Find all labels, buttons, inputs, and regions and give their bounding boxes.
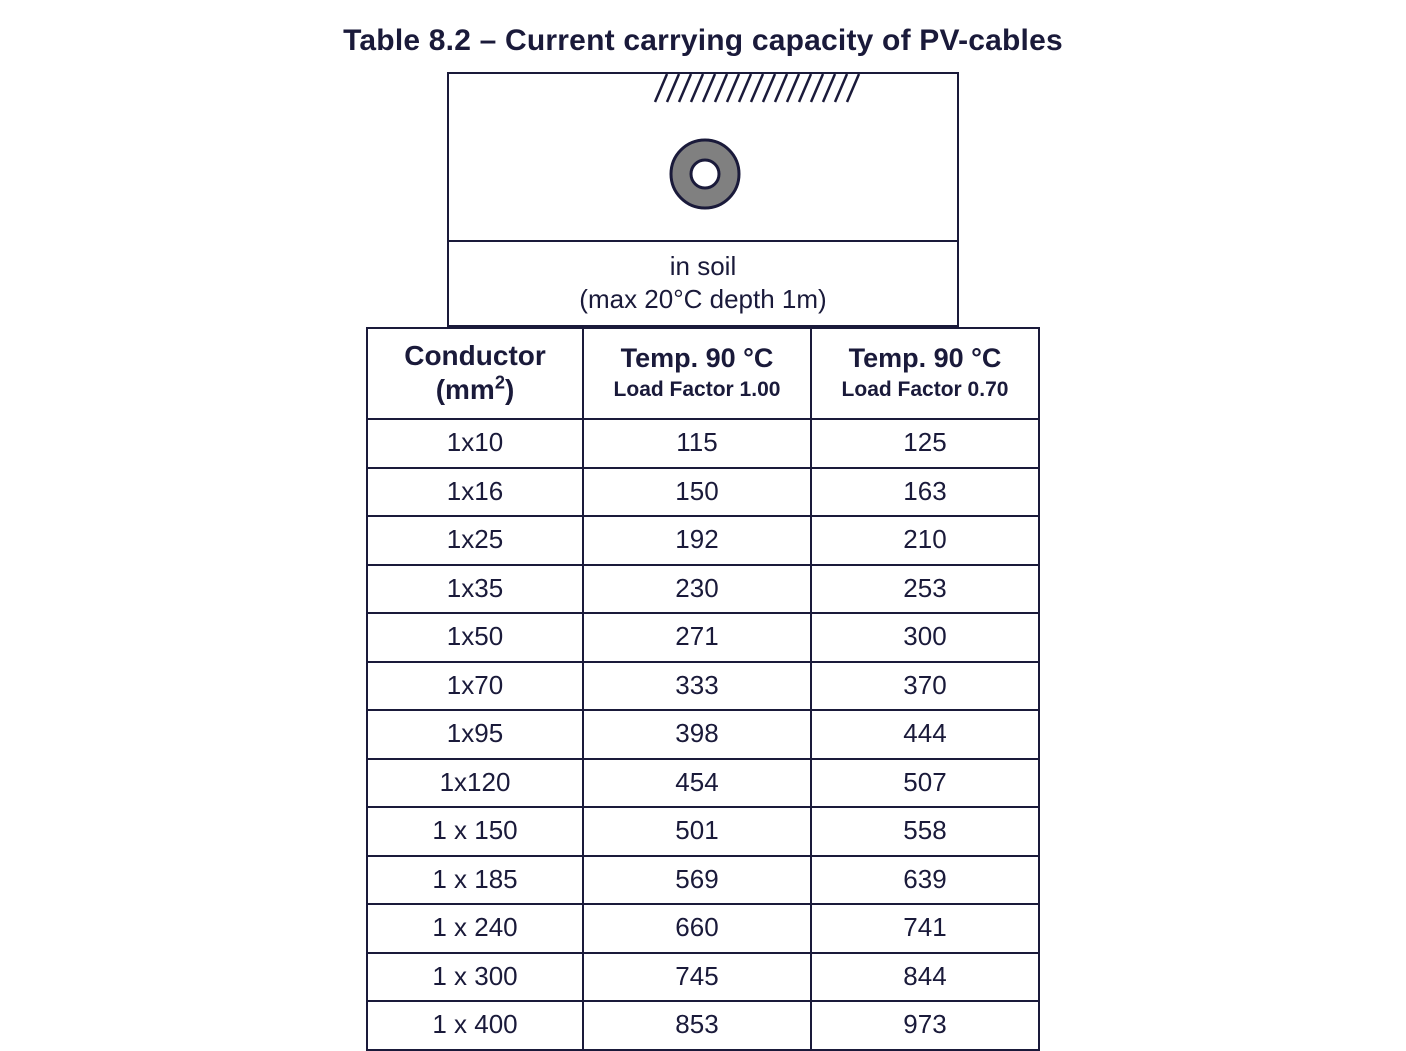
table-header-row: Conductor (mm2) Temp. 90 °C Load Factor …	[367, 328, 1039, 419]
col-header-conductor: Conductor (mm2)	[367, 328, 583, 419]
table-row: 1x95398444	[367, 710, 1039, 759]
cell-lf070: 844	[811, 953, 1039, 1002]
cell-lf100: 333	[583, 662, 811, 711]
lf100-load: Load Factor 1.00	[592, 377, 802, 403]
cell-lf100: 745	[583, 953, 811, 1002]
cell-lf100: 115	[583, 419, 811, 468]
diagram-wrap: in soil (max 20°C depth 1m)	[447, 72, 959, 327]
conductor-unit: (mm2)	[376, 373, 574, 407]
soil-caption-line2: (max 20°C depth 1m)	[579, 284, 826, 314]
cell-conductor: 1x16	[367, 468, 583, 517]
page: Table 8.2 – Current carrying capacity of…	[0, 0, 1406, 1051]
lf100-temp: Temp. 90 °C	[592, 342, 802, 374]
table-row: 1x25192210	[367, 516, 1039, 565]
cell-lf070: 507	[811, 759, 1039, 808]
cell-lf100: 271	[583, 613, 811, 662]
cell-conductor: 1x95	[367, 710, 583, 759]
table-row: 1x120454507	[367, 759, 1039, 808]
unit-suffix: )	[505, 374, 514, 405]
cell-lf070: 444	[811, 710, 1039, 759]
table-row: 1 x 150501558	[367, 807, 1039, 856]
cell-lf100: 454	[583, 759, 811, 808]
cell-lf070: 639	[811, 856, 1039, 905]
table-row: 1 x 400853973	[367, 1001, 1039, 1050]
cell-lf100: 150	[583, 468, 811, 517]
capacity-table: Conductor (mm2) Temp. 90 °C Load Factor …	[366, 327, 1040, 1051]
cable-cross-section-icon	[671, 140, 739, 208]
lf070-load: Load Factor 0.70	[820, 377, 1030, 403]
cable-diagram-svg	[449, 74, 957, 240]
cell-conductor: 1x35	[367, 565, 583, 614]
conductor-label: Conductor	[376, 339, 574, 373]
cell-conductor: 1x25	[367, 516, 583, 565]
cell-conductor: 1x70	[367, 662, 583, 711]
cell-conductor: 1 x 400	[367, 1001, 583, 1050]
table-body: 1x101151251x161501631x251922101x35230253…	[367, 419, 1039, 1050]
diagram-box	[447, 72, 959, 240]
cell-lf070: 370	[811, 662, 1039, 711]
cell-lf100: 853	[583, 1001, 811, 1050]
cell-lf070: 741	[811, 904, 1039, 953]
cell-lf100: 192	[583, 516, 811, 565]
col-header-lf070: Temp. 90 °C Load Factor 0.70	[811, 328, 1039, 419]
cell-conductor: 1 x 300	[367, 953, 583, 1002]
table-row: 1x70333370	[367, 662, 1039, 711]
cell-lf070: 210	[811, 516, 1039, 565]
table-row: 1x35230253	[367, 565, 1039, 614]
cell-lf070: 300	[811, 613, 1039, 662]
cell-conductor: 1 x 150	[367, 807, 583, 856]
cell-lf100: 398	[583, 710, 811, 759]
table-row: 1 x 185569639	[367, 856, 1039, 905]
cell-lf070: 253	[811, 565, 1039, 614]
cell-lf100: 569	[583, 856, 811, 905]
ground-hatching-icon	[655, 74, 859, 102]
cell-conductor: 1 x 240	[367, 904, 583, 953]
cell-lf100: 230	[583, 565, 811, 614]
soil-caption-line1: in soil	[670, 251, 736, 281]
cell-conductor: 1x50	[367, 613, 583, 662]
cell-lf070: 558	[811, 807, 1039, 856]
unit-prefix: (mm	[436, 374, 495, 405]
unit-sup: 2	[495, 372, 505, 392]
table-row: 1x50271300	[367, 613, 1039, 662]
table-row: 1 x 300745844	[367, 953, 1039, 1002]
cell-lf070: 973	[811, 1001, 1039, 1050]
cell-lf070: 163	[811, 468, 1039, 517]
cell-lf070: 125	[811, 419, 1039, 468]
cell-conductor: 1x10	[367, 419, 583, 468]
cell-conductor: 1x120	[367, 759, 583, 808]
col-header-lf100: Temp. 90 °C Load Factor 1.00	[583, 328, 811, 419]
table-title: Table 8.2 – Current carrying capacity of…	[343, 24, 1063, 58]
soil-caption: in soil (max 20°C depth 1m)	[447, 240, 959, 327]
cell-conductor: 1 x 185	[367, 856, 583, 905]
table-row: 1 x 240660741	[367, 904, 1039, 953]
cell-lf100: 501	[583, 807, 811, 856]
table-row: 1x16150163	[367, 468, 1039, 517]
cell-lf100: 660	[583, 904, 811, 953]
lf070-temp: Temp. 90 °C	[820, 342, 1030, 374]
table-row: 1x10115125	[367, 419, 1039, 468]
